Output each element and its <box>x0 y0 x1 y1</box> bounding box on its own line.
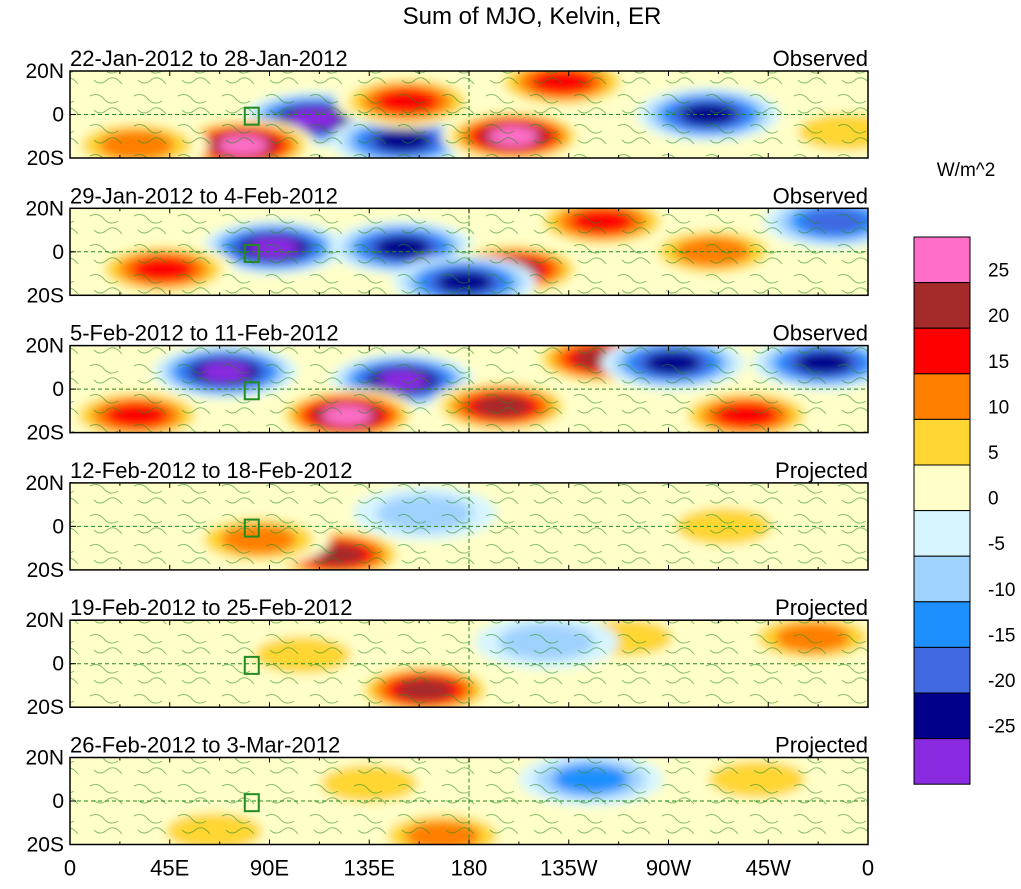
panel-field <box>70 208 868 296</box>
panel-4: 20N 0 20S 12-Feb-2012 to 18-Feb-2012 Project… <box>25 458 869 582</box>
colorbar-box <box>913 373 971 420</box>
y-tick-label: 0 <box>52 241 64 264</box>
colorbar-box <box>913 510 971 557</box>
panel-field <box>70 71 868 158</box>
panel-period-label: 22-Jan-2012 to 28-Jan-2012 <box>70 46 348 71</box>
x-axis: 0 45E 90E 135E 180 135W 90W 45W 0 <box>64 856 874 881</box>
panel-3: 20N 0 20S 5-Feb-2012 to 11-Feb-2012 Observed <box>25 321 869 445</box>
colorbar-box <box>913 555 971 603</box>
region-marker <box>243 106 260 126</box>
y-tick-label: 0 <box>52 515 64 538</box>
colorbar-box <box>913 464 971 512</box>
panel-status-label: Projected <box>775 733 868 758</box>
colorbar-label: 10 <box>988 397 1009 418</box>
y-tick-label: 0 <box>52 378 64 401</box>
colorbar-units: W/m^2 <box>937 160 996 181</box>
panel-status-label: Observed <box>773 46 868 71</box>
y-tick-label: 0 <box>52 653 64 676</box>
colorbar-label: 15 <box>988 352 1009 373</box>
colorbar-box <box>913 418 971 466</box>
y-tick-label: 20S <box>27 422 64 445</box>
colorbar-labels: 25 20 15 10 5 0 -5 -10 -15 -20 -25 <box>988 261 1015 738</box>
x-tick-label: 45W <box>746 856 791 881</box>
colorbar-label: -25 <box>988 717 1015 738</box>
colorbar-label: 0 <box>988 489 999 510</box>
x-tick-label: 45E <box>150 856 189 881</box>
x-tick-label: 135E <box>344 856 395 881</box>
y-tick-label: 20S <box>27 696 64 719</box>
colorbar-box <box>913 738 971 785</box>
y-tick-label: 20S <box>27 147 64 170</box>
colorbar: W/m^2 25 20 15 10 5 0 -5 -10 -15 -20 -25 <box>913 160 1015 785</box>
colorbar-box <box>913 327 971 375</box>
region-marker <box>243 243 260 263</box>
y-tick-label: 20S <box>27 284 64 307</box>
colorbar-box <box>913 646 971 694</box>
colorbar-box <box>913 601 971 648</box>
region-marker <box>243 381 260 401</box>
panel-status-label: Observed <box>773 321 868 346</box>
y-tick-label: 0 <box>52 104 64 127</box>
y-tick-label: 20N <box>25 609 64 632</box>
panels: 20N 0 20S 22-Jan-2012 to 28-Jan-2012 Observe… <box>25 46 869 857</box>
y-tick-label: 20N <box>25 335 64 358</box>
y-tick-label: 20N <box>25 197 64 220</box>
region-marker <box>243 518 260 538</box>
y-tick-label: 20S <box>27 834 64 857</box>
colorbar-label: 25 <box>988 261 1009 282</box>
y-tick-label: 20N <box>25 60 64 83</box>
colorbar-label: -15 <box>988 625 1015 646</box>
colorbar-label: 5 <box>988 443 999 464</box>
x-tick-label: 90E <box>250 856 289 881</box>
panel-2: 20N 0 20S 29-Jan-2012 to 4-Feb-2012 Observed <box>25 183 869 307</box>
y-tick-label: 0 <box>52 790 64 813</box>
panel-status-label: Projected <box>775 458 868 483</box>
x-tick-label: 135W <box>540 856 598 881</box>
colorbar-box <box>913 692 971 740</box>
colorbar-box <box>913 236 971 284</box>
y-tick-label: 20S <box>27 559 64 582</box>
panel-6: 20N 0 20S 26-Feb-2012 to 3-Mar-2012 Projecte… <box>25 733 869 857</box>
colorbar-box <box>913 282 971 329</box>
x-tick-label: 90W <box>646 856 691 881</box>
y-tick-label: 20N <box>25 747 64 770</box>
colorbar-boxes <box>913 236 971 785</box>
colorbar-label: -5 <box>988 534 1005 555</box>
panel-period-label: 19-Feb-2012 to 25-Feb-2012 <box>70 595 353 620</box>
panel-period-label: 5-Feb-2012 to 11-Feb-2012 <box>70 321 339 346</box>
x-tick-label: 0 <box>862 856 874 881</box>
colorbar-label: 20 <box>988 306 1009 327</box>
region-marker <box>243 793 260 813</box>
chart-title: Sum of MJO, Kelvin, ER <box>403 3 662 30</box>
panel-5: 20N 0 20S 19-Feb-2012 to 25-Feb-2012 Project… <box>25 595 869 719</box>
panel-1: 20N 0 20S 22-Jan-2012 to 28-Jan-2012 Observe… <box>25 46 869 170</box>
region-marker <box>243 655 260 675</box>
y-tick-label: 20N <box>25 472 64 495</box>
panel-status-label: Projected <box>775 595 868 620</box>
x-tick-label: 0 <box>64 856 76 881</box>
panel-status-label: Observed <box>773 183 868 208</box>
panel-field <box>70 345 868 433</box>
colorbar-label: -10 <box>988 580 1015 601</box>
panel-period-label: 12-Feb-2012 to 18-Feb-2012 <box>70 458 353 483</box>
x-tick-label: 180 <box>451 856 488 881</box>
panel-period-label: 29-Jan-2012 to 4-Feb-2012 <box>70 183 338 208</box>
panel-period-label: 26-Feb-2012 to 3-Mar-2012 <box>70 733 340 758</box>
colorbar-label: -20 <box>988 671 1015 692</box>
